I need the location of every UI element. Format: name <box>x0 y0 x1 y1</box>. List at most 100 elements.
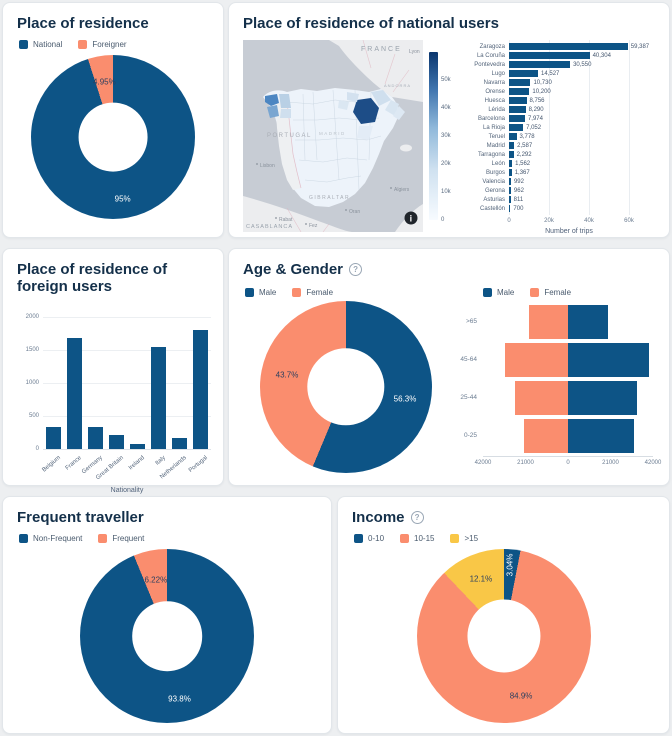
help-icon[interactable]: ? <box>349 263 363 276</box>
legend-item-male[interactable]: Male <box>245 288 276 297</box>
age-group-label: >65 <box>465 318 477 325</box>
spain-choropleth-map[interactable]: FRANCE Lyon ANDORRA PORTUGAL Lisbon MADR… <box>243 39 423 237</box>
map-region-navarra[interactable] <box>347 92 359 102</box>
bar[interactable] <box>193 330 208 449</box>
map-info-icon[interactable]: i <box>404 211 418 225</box>
legend-item-0-10[interactable]: 0-10 <box>354 534 384 543</box>
bar-row: Madrid 2,587 <box>461 141 655 150</box>
map-region-lugo[interactable] <box>279 94 291 108</box>
legend-swatch-icon <box>354 534 363 543</box>
male-bar[interactable] <box>568 381 637 415</box>
legend-label: 0-10 <box>368 534 385 543</box>
donut-slice-label: 84.9% <box>509 691 533 701</box>
bar[interactable] <box>509 70 539 77</box>
axis-tick-label: 20k <box>544 218 554 224</box>
bar-row: Tarragona 2,292 <box>461 150 655 159</box>
value-label: 811 <box>513 196 524 203</box>
bar[interactable] <box>509 205 511 212</box>
bar[interactable] <box>509 115 525 122</box>
map-marker-lisbon <box>256 163 258 165</box>
donut-slice-label: 56.3% <box>393 394 417 404</box>
income-donut-chart[interactable]: 3.04% 84.9% 12.1% <box>416 549 591 723</box>
bar[interactable] <box>509 52 590 59</box>
colorbar-tick-label: 20k <box>441 161 451 167</box>
legend-item-frequent[interactable]: Frequent <box>98 534 144 543</box>
legend-item-female[interactable]: Female <box>530 288 571 297</box>
bar[interactable] <box>509 61 571 68</box>
bar[interactable] <box>151 346 166 449</box>
value-label: 8,290 <box>528 106 544 113</box>
bar[interactable] <box>509 142 515 149</box>
female-bar[interactable] <box>505 343 568 377</box>
male-bar[interactable] <box>568 305 609 339</box>
value-label: 30,550 <box>573 61 592 68</box>
map-label-gibraltar: GIBRALTAR <box>309 195 350 201</box>
legend-item-national[interactable]: National <box>19 40 62 49</box>
male-bar[interactable] <box>568 343 649 377</box>
bar[interactable] <box>46 426 61 449</box>
panel-title: Frequent traveller <box>17 509 144 526</box>
bar[interactable] <box>130 443 145 449</box>
value-label: 59,387 <box>630 43 650 50</box>
bar[interactable] <box>509 178 511 185</box>
category-label: Zaragoza <box>479 43 505 50</box>
gender-donut-chart[interactable]: 56.3% 43.7% <box>260 301 432 473</box>
map-region-pontevedra[interactable] <box>267 105 279 118</box>
national-trips-bar-chart[interactable]: Number of trips Zaragoza 59,387 La Coruña 4… <box>461 40 655 236</box>
female-bar[interactable] <box>524 419 568 453</box>
legend-item-male[interactable]: Male <box>483 288 514 297</box>
legend-item-over-15[interactable]: >15 <box>450 534 478 543</box>
legend: National Foreigner <box>19 40 209 49</box>
map-region-orense[interactable] <box>280 109 291 118</box>
national-users-figure: FRANCE Lyon ANDORRA PORTUGAL Lisbon MADR… <box>243 39 655 237</box>
bar[interactable] <box>67 338 82 449</box>
bar[interactable] <box>509 160 513 167</box>
map-region-zaragoza[interactable] <box>353 98 379 124</box>
bar-row: Lérida 8,290 <box>461 105 655 114</box>
bar[interactable] <box>109 434 124 449</box>
map-region-teruel[interactable] <box>357 126 373 140</box>
bar[interactable] <box>172 438 187 449</box>
bar[interactable] <box>509 79 531 86</box>
map-region-la-rioja[interactable] <box>338 100 349 110</box>
map-label-lisbon: Lisbon <box>260 163 275 169</box>
female-bar[interactable] <box>515 381 568 415</box>
panel-title: Age & Gender ? <box>243 261 655 278</box>
map-marker-fez <box>305 223 307 225</box>
legend-item-female[interactable]: Female <box>292 288 333 297</box>
map-region-huesca[interactable] <box>371 90 391 106</box>
foreign-users-bar-chart[interactable]: Nationality 0 500 1000 1500 2000 Belgium Franc… <box>17 303 211 499</box>
help-icon[interactable]: ? <box>410 511 424 524</box>
bar[interactable] <box>509 106 526 113</box>
map-region-barcelona[interactable] <box>393 106 405 120</box>
female-bar[interactable] <box>528 305 568 339</box>
bar-row: Huesca 8,756 <box>461 96 655 105</box>
map-label-portugal: PORTUGAL <box>267 133 312 139</box>
legend-item-non-frequent[interactable]: Non-Frequent <box>19 534 82 543</box>
frequent-traveller-donut-chart[interactable]: 93.8% 6.22% <box>80 549 254 723</box>
bar[interactable] <box>509 169 512 176</box>
age-pyramid-chart[interactable]: >65 45-64 25-44 0-25 42000 21000 0 21000 42000 <box>453 303 661 475</box>
category-label: France <box>64 455 83 472</box>
category-label: Barcelona <box>477 115 505 122</box>
gender-donut-half: Male Female 56.3% 43.7% <box>243 280 449 475</box>
bar[interactable] <box>509 151 514 158</box>
residence-donut-chart[interactable]: 95% 4.95% <box>31 55 195 219</box>
bar[interactable] <box>509 43 628 50</box>
bar[interactable] <box>509 133 517 140</box>
bar[interactable] <box>509 88 530 95</box>
bar[interactable] <box>509 196 511 203</box>
value-label: 10,730 <box>533 79 552 86</box>
male-bar[interactable] <box>568 419 634 453</box>
legend-item-foreigner[interactable]: Foreigner <box>78 40 127 49</box>
bar[interactable] <box>509 124 524 131</box>
bar[interactable] <box>509 97 527 104</box>
donut-slice-label: 6.22% <box>144 575 168 585</box>
legend: 0-10 10-15 >15 <box>354 534 655 543</box>
map-region-la-coruna[interactable] <box>265 94 279 106</box>
bar[interactable] <box>88 426 103 449</box>
bar[interactable] <box>509 187 511 194</box>
legend-item-10-15[interactable]: 10-15 <box>400 534 434 543</box>
value-label: 2,587 <box>517 142 533 149</box>
